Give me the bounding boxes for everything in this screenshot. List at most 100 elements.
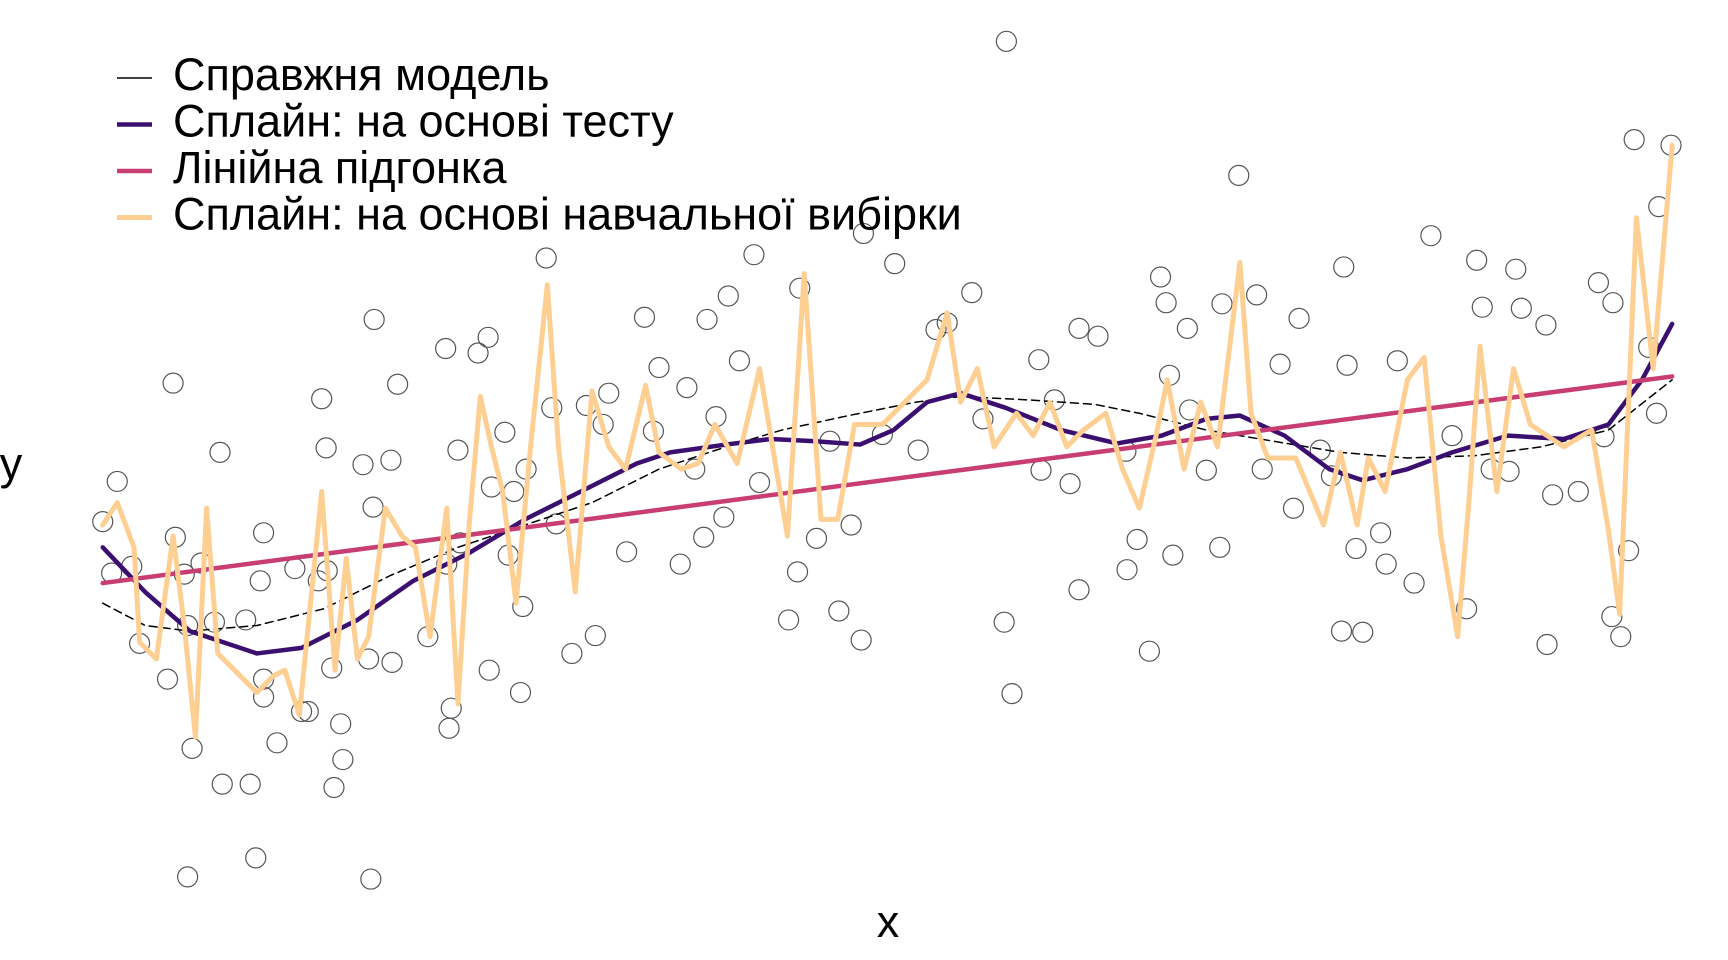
data-point xyxy=(211,773,233,795)
legend-label: Справжня модель xyxy=(173,49,550,100)
series-line xyxy=(100,374,1675,586)
data-point xyxy=(1617,540,1640,562)
data-point xyxy=(884,253,906,275)
data-point xyxy=(1345,537,1367,560)
data-point xyxy=(332,748,354,771)
data-point xyxy=(1162,544,1184,566)
data-point xyxy=(777,609,800,631)
data-point xyxy=(852,222,875,245)
data-point xyxy=(995,30,1018,52)
data-point xyxy=(1403,572,1425,594)
data-point xyxy=(1333,256,1355,278)
data-point xyxy=(239,773,261,795)
data-point xyxy=(380,449,402,471)
data-point xyxy=(156,668,179,690)
data-point xyxy=(315,437,337,459)
data-point xyxy=(743,244,765,266)
series-line xyxy=(101,379,1673,632)
data-point xyxy=(1251,458,1273,480)
data-point xyxy=(1466,249,1488,271)
data-point xyxy=(245,847,267,869)
data-point xyxy=(1330,620,1353,642)
data-point xyxy=(1602,292,1624,314)
data-point xyxy=(1209,536,1231,558)
data-point xyxy=(1420,225,1442,247)
data-point xyxy=(509,681,532,704)
data-point xyxy=(1370,522,1392,544)
x-axis-label: x xyxy=(877,896,900,947)
data-point xyxy=(1001,683,1023,705)
data-point xyxy=(1269,353,1291,375)
data-point xyxy=(541,397,563,419)
data-point xyxy=(352,454,374,476)
data-point xyxy=(648,356,670,379)
data-point xyxy=(1535,314,1557,336)
data-point xyxy=(181,737,203,759)
data-point xyxy=(330,713,352,735)
data-point xyxy=(828,600,850,622)
data-point xyxy=(438,717,460,739)
data-point xyxy=(1030,459,1052,481)
data-point xyxy=(789,277,811,299)
legend-label: Лінійна підгонка xyxy=(173,142,507,193)
data-point xyxy=(693,526,715,548)
data-point xyxy=(907,439,929,461)
data-point xyxy=(1623,129,1645,151)
data-point xyxy=(1386,350,1408,372)
data-point xyxy=(360,868,382,890)
data-point xyxy=(584,624,606,647)
data-point xyxy=(436,553,458,575)
data-point xyxy=(362,496,384,518)
data-point xyxy=(1116,559,1138,581)
data-point xyxy=(1587,271,1610,294)
data-point xyxy=(1155,292,1177,314)
y-axis-label: y xyxy=(0,438,23,489)
data-point xyxy=(387,373,409,395)
data-point xyxy=(1195,459,1217,481)
data-point xyxy=(1510,297,1532,319)
data-point xyxy=(535,247,557,269)
data-point xyxy=(503,480,525,503)
data-point xyxy=(717,285,739,307)
data-point xyxy=(1068,579,1090,601)
data-point xyxy=(1138,640,1160,662)
data-point xyxy=(447,439,469,461)
data-point xyxy=(209,441,231,463)
data-point xyxy=(925,318,947,341)
data-point xyxy=(162,372,184,394)
series-line xyxy=(100,321,1675,656)
data-point xyxy=(1246,284,1268,306)
data-point xyxy=(961,282,983,304)
data-point xyxy=(696,308,718,331)
data-point xyxy=(786,561,809,583)
data-point xyxy=(1456,598,1478,620)
data-point xyxy=(311,388,333,410)
data-point xyxy=(1567,480,1589,503)
data-point xyxy=(494,421,516,443)
data-point xyxy=(713,506,735,528)
data-point xyxy=(478,659,500,681)
data-point xyxy=(1471,296,1493,318)
data-point xyxy=(676,376,698,399)
data-point xyxy=(1028,349,1050,371)
data-point xyxy=(249,570,271,592)
data-point xyxy=(1542,484,1564,506)
data-point xyxy=(598,382,620,404)
legend-label: Сплайн: на основі навчальної вибірки xyxy=(173,188,962,239)
data-point xyxy=(633,306,656,328)
data-point xyxy=(435,337,457,360)
data-point xyxy=(993,611,1015,633)
data-point xyxy=(1176,317,1198,339)
data-point xyxy=(1505,258,1527,280)
data-point xyxy=(1288,307,1310,329)
data-point xyxy=(1645,402,1668,424)
data-point xyxy=(972,408,994,430)
data-point xyxy=(363,308,385,331)
data-point xyxy=(1126,528,1148,551)
data-point xyxy=(177,866,199,888)
data-point xyxy=(1211,293,1233,315)
data-point xyxy=(381,651,403,673)
data-point xyxy=(266,732,288,754)
